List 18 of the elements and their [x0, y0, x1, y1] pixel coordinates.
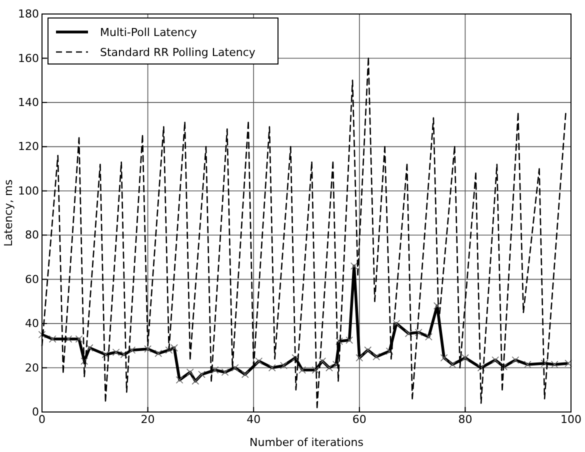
x-tick-label: 100 — [560, 412, 582, 426]
legend-label: Multi-Poll Latency — [100, 26, 198, 39]
y-axis-title: Latency, ms — [2, 179, 15, 246]
y-tick-label: 100 — [18, 184, 39, 198]
x-axis-title: Number of iterations — [250, 436, 364, 449]
y-tick-label: 140 — [18, 96, 39, 109]
legend-label: Standard RR Polling Latency — [100, 46, 256, 59]
x-tick-label: 80 — [458, 412, 472, 426]
y-tick-label: 80 — [25, 228, 39, 242]
x-tick-label: 60 — [352, 412, 366, 426]
x-tick-label: 20 — [140, 412, 155, 426]
x-tick-label: 40 — [246, 412, 261, 426]
y-tick-label: 120 — [18, 140, 39, 154]
y-tick-label: 180 — [18, 8, 39, 21]
y-tick-label: 20 — [25, 361, 39, 374]
y-tick-label: 40 — [25, 317, 39, 330]
y-tick-label: 60 — [25, 272, 39, 286]
y-tick-label: 160 — [18, 52, 39, 65]
